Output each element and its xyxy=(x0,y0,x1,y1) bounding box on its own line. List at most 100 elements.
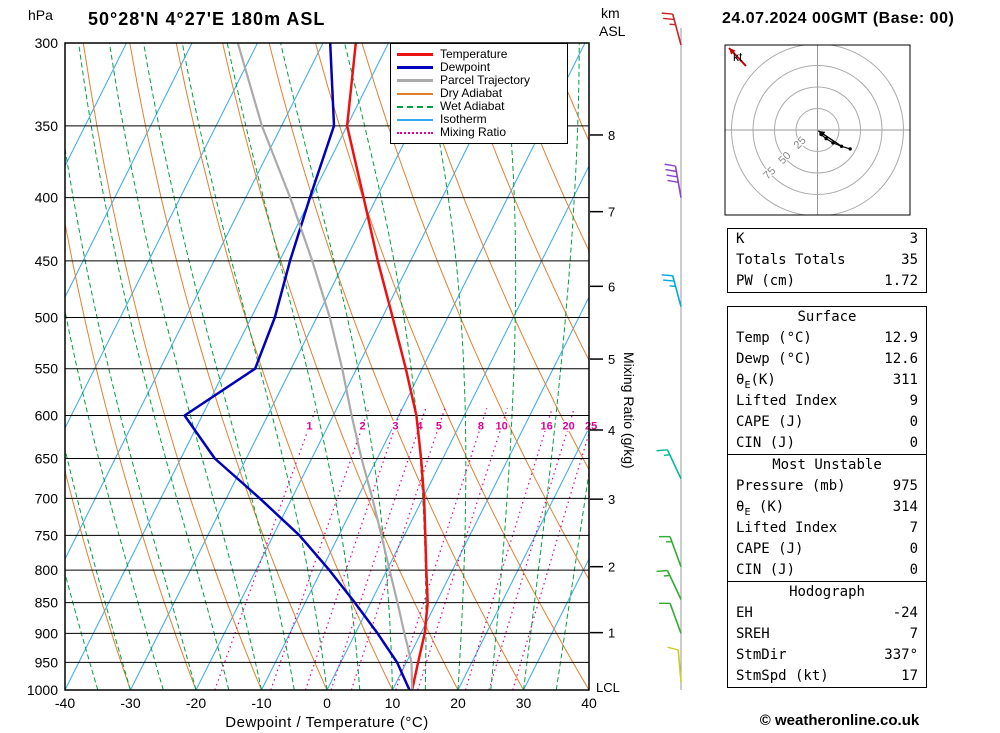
hodograph-ring-label: 25 xyxy=(792,135,809,152)
stat-value: 7 xyxy=(909,626,918,642)
legend-label: Mixing Ratio xyxy=(440,125,507,139)
km-tick: 2 xyxy=(608,560,615,575)
panel-header: Most Unstable xyxy=(772,457,882,473)
stat-value: -24 xyxy=(892,605,918,621)
stat-value: 0 xyxy=(909,562,918,578)
stat-row: StmDir 337° xyxy=(728,645,926,666)
pressure-tick: 500 xyxy=(35,310,59,326)
panel-header: Hodograph xyxy=(789,584,865,600)
wind-barb xyxy=(661,12,682,46)
stat-value: 0 xyxy=(909,414,918,430)
pressure-tick: 400 xyxy=(35,190,59,206)
legend-item: Dewpoint xyxy=(397,61,567,74)
copyright: © weatheronline.co.uk xyxy=(759,712,920,729)
temp-tick: 20 xyxy=(450,695,466,711)
wind-barb xyxy=(659,535,682,567)
legend-item: Isotherm xyxy=(397,113,567,126)
km-tick: 5 xyxy=(608,352,615,367)
km-axis-label: km xyxy=(601,5,620,21)
stat-row: θE (K) 314 xyxy=(728,497,926,518)
stat-row: CAPE (J) 0 xyxy=(728,539,926,560)
stat-label: Totals Totals xyxy=(736,252,846,268)
stat-row: θE(K) 311 xyxy=(728,370,926,391)
legend-item: Parcel Trajectory xyxy=(397,74,567,87)
stat-value: 0 xyxy=(909,541,918,557)
stat-row: PW (cm) 1.72 xyxy=(728,271,926,292)
temperature-curve xyxy=(345,43,429,690)
stat-label: Pressure (mb) xyxy=(736,478,846,494)
pressure-tick: 450 xyxy=(35,253,59,269)
stat-value: 12.9 xyxy=(884,330,918,346)
stat-label: Dewp (°C) xyxy=(736,351,812,367)
stat-value: 7 xyxy=(909,520,918,536)
legend-label: Isotherm xyxy=(440,112,487,126)
stat-row: Lifted Index 9 xyxy=(728,391,926,412)
stat-label: StmSpd (kt) xyxy=(736,668,829,684)
stat-row: Dewp (°C) 12.6 xyxy=(728,349,926,370)
pressure-tick: 600 xyxy=(35,407,59,423)
stat-row: SREH 7 xyxy=(728,624,926,645)
mixing-ratio-value: 4 xyxy=(417,421,424,433)
mixing-ratio-value: 5 xyxy=(436,421,442,433)
wind-barb xyxy=(661,274,682,307)
km-axis: 1 2 3 4 5 6 7 8 LCL xyxy=(590,128,620,695)
stat-label: StmDir xyxy=(736,647,787,663)
stat-label: EH xyxy=(736,605,753,621)
stat-row: Lifted Index 7 xyxy=(728,518,926,539)
stat-label: CAPE (J) xyxy=(736,541,804,557)
stat-value: 17 xyxy=(901,668,918,684)
temp-tick: -30 xyxy=(120,695,140,711)
stat-value: 337° xyxy=(884,647,918,663)
stat-row: StmSpd (kt) 17 xyxy=(728,666,926,687)
temp-tick: 40 xyxy=(581,695,597,711)
stat-value: 311 xyxy=(892,372,918,388)
stat-value: 0 xyxy=(909,435,918,451)
temperature-tick-labels: -40 -30 -20 -10 0 10 20 30 40 xyxy=(55,695,597,711)
info-panel-most-unstable: Most Unstable Pressure (mb) 975 θE (K) 314 Li… xyxy=(727,454,927,582)
wind-barb xyxy=(656,569,682,600)
temp-tick: 0 xyxy=(323,695,331,711)
legend-swatch-solid xyxy=(397,66,433,69)
km-tick: 6 xyxy=(608,279,615,294)
stat-value: 12.6 xyxy=(884,351,918,367)
pressure-tick: 300 xyxy=(35,35,59,51)
km-tick: 3 xyxy=(608,492,615,507)
dewpoint-curve xyxy=(183,43,411,690)
mixing-ratio-value: 3 xyxy=(392,421,398,433)
hodograph-unit-label: kt xyxy=(733,50,743,64)
pressure-tick: 650 xyxy=(35,451,59,467)
stat-value: 975 xyxy=(892,478,918,494)
legend-item: Temperature xyxy=(397,48,567,61)
info-panel-hodograph: Hodograph EH -24 SREH 7 StmDir 337° StmSpd (kt)… xyxy=(727,581,927,688)
pressure-tick: 850 xyxy=(35,595,59,611)
temp-tick: 30 xyxy=(516,695,532,711)
temp-tick: 10 xyxy=(385,695,401,711)
stat-value: 3 xyxy=(909,231,918,247)
legend-swatch-dotted xyxy=(397,131,433,134)
wind-barb xyxy=(664,163,682,198)
wind-barb xyxy=(659,602,682,634)
info-panel-surface: Surface Temp (°C) 12.9 Dewp (°C) 12.6 θE(K) 31… xyxy=(727,306,927,455)
pressure-tick: 900 xyxy=(35,625,59,641)
temp-tick: -20 xyxy=(186,695,206,711)
stat-label: θE (K) xyxy=(736,499,785,518)
mixing-ratio-value: 8 xyxy=(478,421,484,433)
wind-barbs xyxy=(656,12,682,690)
mixing-ratio-value: 1 xyxy=(306,421,312,433)
stat-value: 1.72 xyxy=(884,273,918,289)
datetime-title: 24.07.2024 00GMT (Base: 00) xyxy=(722,10,955,27)
pressure-tick-labels: 300 350 400 450 500 550 600 650 700 750 800 850 900 9… xyxy=(27,35,58,698)
stat-row: Totals Totals 35 xyxy=(728,250,926,271)
stat-row: CAPE (J) 0 xyxy=(728,412,926,433)
isotherms xyxy=(65,43,589,690)
stat-row: CIN (J) 0 xyxy=(728,560,926,581)
pressure-tick: 1000 xyxy=(27,682,58,698)
legend-label: Dry Adiabat xyxy=(440,86,503,100)
pressure-tick: 800 xyxy=(35,562,59,578)
stat-row: EH -24 xyxy=(728,603,926,624)
pressure-tick: 950 xyxy=(35,654,59,670)
stat-label: PW (cm) xyxy=(736,273,796,289)
legend-swatch-solid xyxy=(397,92,433,95)
